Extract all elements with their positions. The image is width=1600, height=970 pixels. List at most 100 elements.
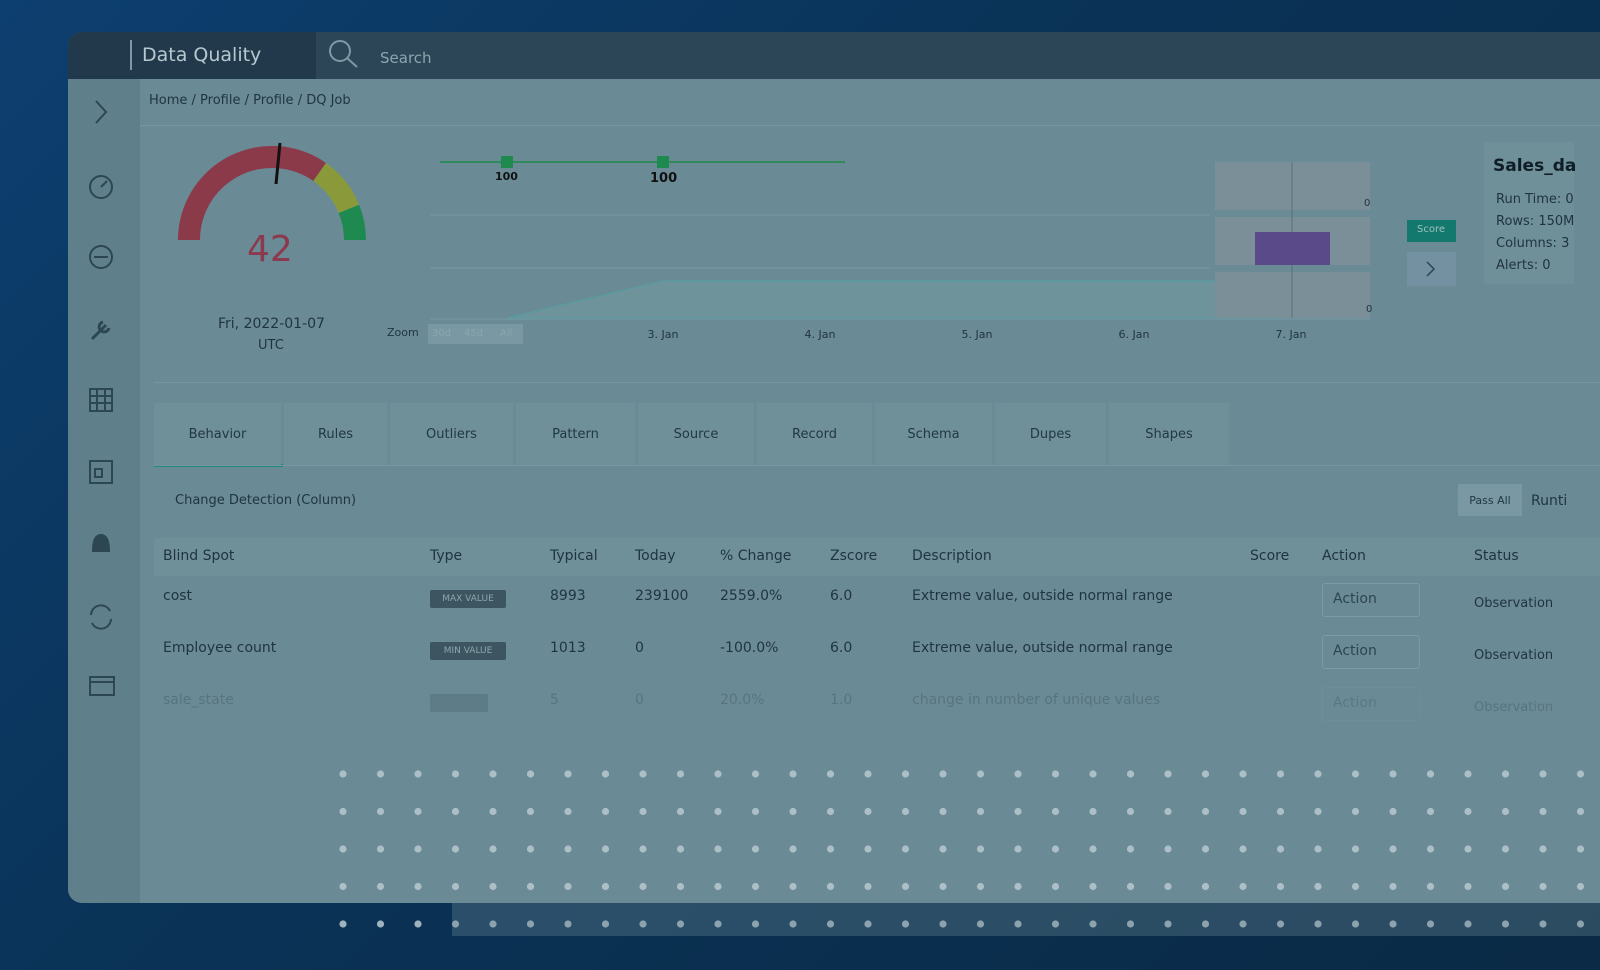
zoom-option[interactable]: 45d — [464, 328, 484, 339]
type-badge: MAX VALUE — [430, 590, 506, 608]
box-label: 0 — [1366, 304, 1373, 315]
gauge-needle — [274, 142, 282, 185]
summary-card — [1484, 142, 1574, 284]
brand: Data Quality — [68, 32, 316, 79]
blind-spot: sale_state — [163, 692, 234, 708]
tab[interactable]: Schema — [875, 403, 992, 465]
score-button — [1407, 220, 1456, 242]
tab[interactable]: Source — [638, 403, 754, 465]
divider — [130, 40, 132, 70]
tab[interactable]: Outliers — [390, 403, 513, 465]
column-header: Status — [1474, 548, 1519, 564]
column-header: Description — [912, 548, 992, 564]
x-tick-label: 6. Jan — [1118, 328, 1150, 341]
column-header: Type — [430, 548, 463, 564]
tab[interactable]: Record — [757, 403, 872, 465]
search-icon — [329, 40, 358, 68]
gauge-date: Fri, 2022-01-07 — [218, 316, 325, 332]
cell: 6.0 — [830, 588, 853, 604]
pass-all-button[interactable]: Pass All — [1458, 484, 1522, 516]
gauge-and-timeline — [177, 142, 1574, 344]
cell: change in number of unique values — [912, 692, 1161, 708]
tab[interactable]: Rules — [284, 403, 387, 465]
zoom-option[interactable]: 30d — [432, 328, 452, 339]
type-badge — [430, 694, 488, 712]
summary-line: Columns: 3 — [1496, 236, 1570, 251]
cell: Extreme value, outside normal range — [912, 640, 1173, 656]
x-tick-label: 3. Jan — [647, 328, 679, 341]
box — [1255, 232, 1330, 265]
crumb[interactable]: / Profile — [191, 93, 241, 108]
cell: 20.0% — [720, 692, 765, 708]
action-dropdown[interactable]: Action — [1322, 635, 1420, 669]
cell: 239100 — [635, 588, 689, 604]
zoom-bar — [428, 324, 523, 344]
blind-spot: cost — [163, 588, 193, 604]
summary-line: Run Time: 0 — [1496, 192, 1574, 207]
x-tick-label: 7. Jan — [1275, 328, 1307, 341]
crumb[interactable]: / DQ Job — [297, 93, 351, 108]
column-header: Action — [1322, 548, 1366, 564]
box-label: 0 — [1364, 198, 1371, 209]
table-header — [154, 538, 1600, 576]
rule — [154, 465, 1600, 466]
breadcrumb: Home / Profile / Profile / DQ Job — [149, 93, 351, 108]
x-tick-label: 5. Jan — [961, 328, 993, 341]
cell: 1013 — [550, 640, 586, 656]
search-input[interactable]: Search — [380, 49, 432, 67]
summary-lines: Run Time: 0 Rows: 150M Columns: 3 Alerts… — [1496, 189, 1574, 277]
cell: Observation — [1474, 648, 1554, 663]
cell: 1.0 — [830, 692, 853, 708]
tab[interactable]: Shapes — [1109, 403, 1229, 465]
action-dropdown[interactable]: Action — [1322, 583, 1420, 617]
summary-line: Alerts: 0 — [1496, 258, 1551, 273]
column-header: Score — [1250, 548, 1290, 564]
column-header: Blind Spot — [163, 548, 235, 564]
runtime-label: Runti — [1531, 493, 1568, 509]
sidebar — [68, 79, 140, 903]
app-title: Data Quality — [142, 44, 262, 66]
tab[interactable]: Pattern — [516, 403, 635, 465]
point-label: 100 — [650, 171, 678, 186]
top-bar — [68, 32, 1600, 79]
rule — [140, 125, 1600, 126]
cell: 2559.0% — [720, 588, 783, 604]
summary-line: Rows: 150M — [1496, 214, 1575, 229]
cell: Observation — [1474, 700, 1554, 715]
score-button-label[interactable]: Score — [1417, 224, 1446, 235]
column-header: Today — [635, 548, 676, 564]
crumb[interactable]: / Profile — [244, 93, 294, 108]
cell: 0 — [635, 640, 644, 656]
gauge-yellow — [313, 163, 360, 213]
cell: 6.0 — [830, 640, 853, 656]
column-header: Zscore — [830, 548, 878, 564]
point — [501, 156, 513, 168]
zoom-label: Zoom — [387, 326, 419, 339]
next-button — [1407, 252, 1456, 286]
cell: 8993 — [550, 588, 586, 604]
action-dropdown[interactable]: Action — [1322, 687, 1420, 721]
section-title: Change Detection (Column) — [175, 493, 357, 508]
column-header: Typical — [550, 548, 598, 564]
x-tick-label: 4. Jan — [804, 328, 836, 341]
cell: Extreme value, outside normal range — [912, 588, 1173, 604]
column-header: % Change — [720, 548, 792, 564]
point — [657, 156, 669, 168]
tab[interactable]: Dupes — [995, 403, 1106, 465]
gauge-score: 42 — [247, 229, 293, 270]
cell: 5 — [550, 692, 559, 708]
type-badge: MIN VALUE — [430, 642, 506, 660]
summary-title: Sales_da — [1493, 156, 1577, 176]
gauge-tz: UTC — [258, 338, 284, 353]
blind-spot: Employee count — [163, 640, 277, 656]
zoom-option[interactable]: All — [500, 328, 513, 339]
rule — [154, 382, 1600, 383]
cell: Observation — [1474, 596, 1554, 611]
gauge-green — [338, 204, 366, 240]
crumb[interactable]: Home — [149, 93, 188, 108]
cell: -100.0% — [720, 640, 779, 656]
sidebar-icons — [89, 100, 115, 696]
tab[interactable]: Behavior — [154, 403, 281, 465]
